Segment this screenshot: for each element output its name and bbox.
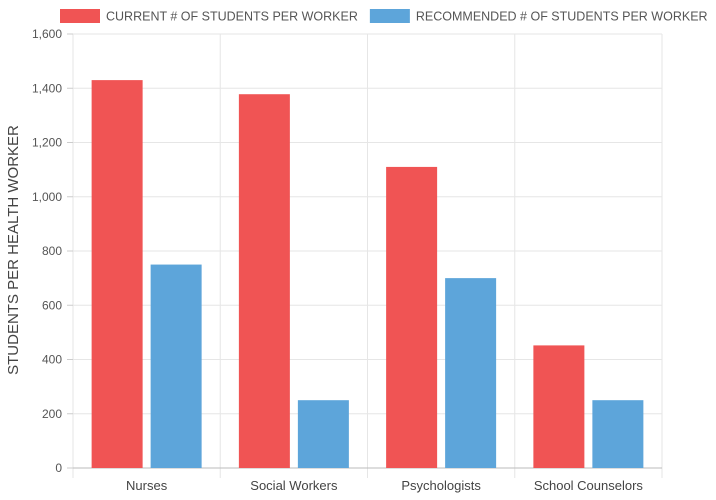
legend-label: CURRENT # OF STUDENTS PER WORKER <box>106 10 358 24</box>
y-axis-title: STUDENTS PER HEALTH WORKER <box>5 125 22 375</box>
y-tick-label: 600 <box>42 298 62 312</box>
bar-recommended[interactable] <box>445 278 497 468</box>
bar-recommended[interactable] <box>297 400 349 468</box>
x-tick-label: Nurses <box>126 478 168 493</box>
bar-recommended[interactable] <box>150 264 202 468</box>
legend-swatch <box>369 9 410 23</box>
y-tick-label: 1,000 <box>32 190 62 204</box>
y-tick-label: 800 <box>42 244 62 258</box>
bar-current[interactable] <box>533 345 585 468</box>
bars <box>91 80 644 469</box>
bar-recommended[interactable] <box>592 400 644 468</box>
y-tick-label: 0 <box>55 461 62 475</box>
bar-current[interactable] <box>91 80 143 469</box>
y-tick-label: 200 <box>42 407 62 421</box>
y-tick-label: 1,200 <box>32 136 62 150</box>
bar-current[interactable] <box>238 94 290 468</box>
x-tick-label: Psychologists <box>401 478 481 493</box>
y-tick-label: 400 <box>42 353 62 367</box>
x-tick-label: Social Workers <box>250 478 338 493</box>
legend: CURRENT # OF STUDENTS PER WORKER RECOMMEN… <box>60 9 708 24</box>
x-axis: Nurses Social Workers Psychologists School … <box>126 478 643 493</box>
y-tick-label: 1,400 <box>32 81 62 95</box>
bar-current[interactable] <box>386 166 438 468</box>
grid-lines <box>67 33 663 478</box>
legend-label: RECOMMENDED # OF STUDENTS PER WORKER <box>416 10 708 24</box>
x-tick-label: School Counselors <box>534 478 644 493</box>
y-axis: 0 200 400 600 800 1,000 1,200 1,400 1,600 <box>32 27 73 475</box>
y-tick-label: 1,600 <box>32 27 62 41</box>
legend-swatch <box>60 9 100 23</box>
